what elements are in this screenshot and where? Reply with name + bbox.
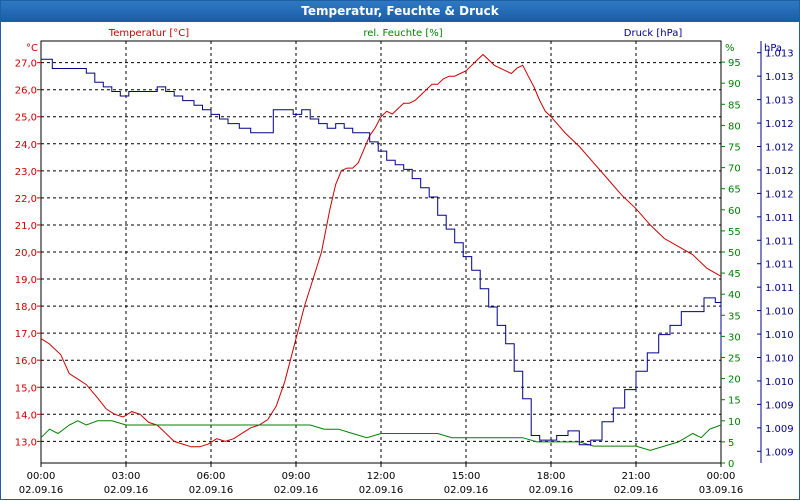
temperature-tick-label: 27,0: [15, 59, 37, 70]
pressure-tick-label: 1.011: [765, 213, 794, 224]
temperature-tick-label: 16,0: [15, 356, 37, 367]
pressure-tick-label: 1.009: [765, 400, 794, 411]
humidity-tick-label: 85: [728, 100, 741, 111]
temperature-tick-label: 17,0: [15, 329, 37, 340]
humidity-axis-unit: %: [725, 43, 735, 54]
humidity-tick-label: 70: [728, 164, 741, 175]
pressure-tick-label: 1.012: [765, 119, 794, 130]
temperature-tick-label: 18,0: [15, 302, 37, 313]
humidity-tick-label: 45: [728, 269, 741, 280]
humidity-tick-label: 65: [728, 185, 741, 196]
temperature-tick-label: 14,0: [15, 410, 37, 421]
pressure-tick-label: 1.009: [765, 447, 794, 458]
tick-layer: 00:00 02.09.16 03:00 02.09.16 06:00 02.09.16 0…: [15, 41, 794, 496]
humidity-tick-label: 90: [728, 79, 741, 90]
humidity-tick-label: 0: [728, 459, 734, 470]
series-layer: [40, 53, 722, 451]
temperature-series-line: [40, 53, 722, 448]
humidity-tick-label: 40: [728, 290, 741, 301]
x-tick-time-label: 15:00: [452, 471, 481, 482]
x-tick-time-label: 00:00: [707, 471, 736, 482]
temperature-tick-label: 13,0: [15, 437, 37, 448]
x-tick-date-label: 02.09.16: [359, 485, 404, 496]
pressure-tick-label: 1.013: [765, 72, 794, 83]
pressure-tick-label: 1.013: [765, 96, 794, 107]
humidity-tick-label: 15: [728, 396, 741, 407]
pressure-axis-unit: hPa: [764, 43, 782, 54]
humidity-tick-label: 25: [728, 354, 741, 365]
temperature-tick-label: 21,0: [15, 221, 37, 232]
humidity-tick-label: 95: [728, 58, 741, 69]
temperature-axis-unit: °C: [26, 43, 38, 54]
pressure-tick-label: 1.009: [765, 424, 794, 435]
pressure-tick-label: 1.010: [765, 307, 794, 318]
temperature-tick-label: 20,0: [15, 248, 37, 259]
temperature-tick-label: 19,0: [15, 275, 37, 286]
pressure-tick-label: 1.012: [765, 143, 794, 154]
pressure-series-line: [41, 58, 722, 446]
humidity-tick-label: 20: [728, 375, 741, 386]
x-tick-time-label: 21:00: [622, 471, 651, 482]
x-tick-date-label: 02.09.16: [529, 485, 574, 496]
x-tick-date-label: 02.09.16: [614, 485, 659, 496]
x-tick-time-label: 03:00: [112, 471, 141, 482]
x-tick-date-label: 02.09.16: [274, 485, 319, 496]
x-tick-date-label: 03.09.16: [699, 485, 744, 496]
humidity-series-line: [40, 420, 722, 451]
x-tick-time-label: 06:00: [197, 471, 226, 482]
x-tick-time-label: 09:00: [282, 471, 311, 482]
temperature-tick-label: 23,0: [15, 167, 37, 178]
pressure-tick-label: 1.012: [765, 189, 794, 200]
temperature-tick-label: 15,0: [15, 383, 37, 394]
humidity-tick-label: 30: [728, 332, 741, 343]
humidity-tick-label: 80: [728, 121, 741, 132]
temperature-tick-label: 25,0: [15, 113, 37, 124]
pressure-tick-label: 1.011: [765, 283, 794, 294]
temperature-tick-label: 22,0: [15, 194, 37, 205]
x-tick-time-label: 12:00: [367, 471, 396, 482]
window-title: Temperatur, Feuchte & Druck: [1, 1, 799, 22]
x-tick-date-label: 02.09.16: [19, 485, 64, 496]
temperature-legend-label: Temperatur [°C]: [108, 28, 189, 39]
pressure-tick-label: 1.011: [765, 260, 794, 271]
pressure-tick-label: 1.012: [765, 166, 794, 177]
humidity-tick-label: 55: [728, 227, 741, 238]
pressure-tick-label: 1.010: [765, 354, 794, 365]
x-tick-time-label: 00:00: [27, 471, 56, 482]
pressure-legend-label: Druck [hPa]: [624, 28, 683, 39]
pressure-tick-label: 1.013: [765, 49, 794, 60]
humidity-legend-label: rel. Feuchte [%]: [363, 28, 442, 39]
x-tick-date-label: 02.09.16: [189, 485, 234, 496]
humidity-tick-label: 50: [728, 248, 741, 259]
x-tick-date-label: 02.09.16: [104, 485, 149, 496]
grid-layer: [41, 41, 721, 463]
pressure-tick-label: 1.010: [765, 377, 794, 388]
humidity-tick-label: 60: [728, 206, 741, 217]
x-tick-date-label: 02.09.16: [444, 485, 489, 496]
temperature-tick-label: 26,0: [15, 86, 37, 97]
temperature-tick-label: 24,0: [15, 140, 37, 151]
humidity-tick-label: 5: [728, 438, 734, 449]
humidity-tick-label: 75: [728, 143, 741, 154]
pressure-tick-label: 1.010: [765, 330, 794, 341]
humidity-tick-label: 35: [728, 311, 741, 322]
x-tick-time-label: 18:00: [537, 471, 566, 482]
humidity-tick-label: 10: [728, 417, 741, 428]
pressure-tick-label: 1.011: [765, 236, 794, 247]
